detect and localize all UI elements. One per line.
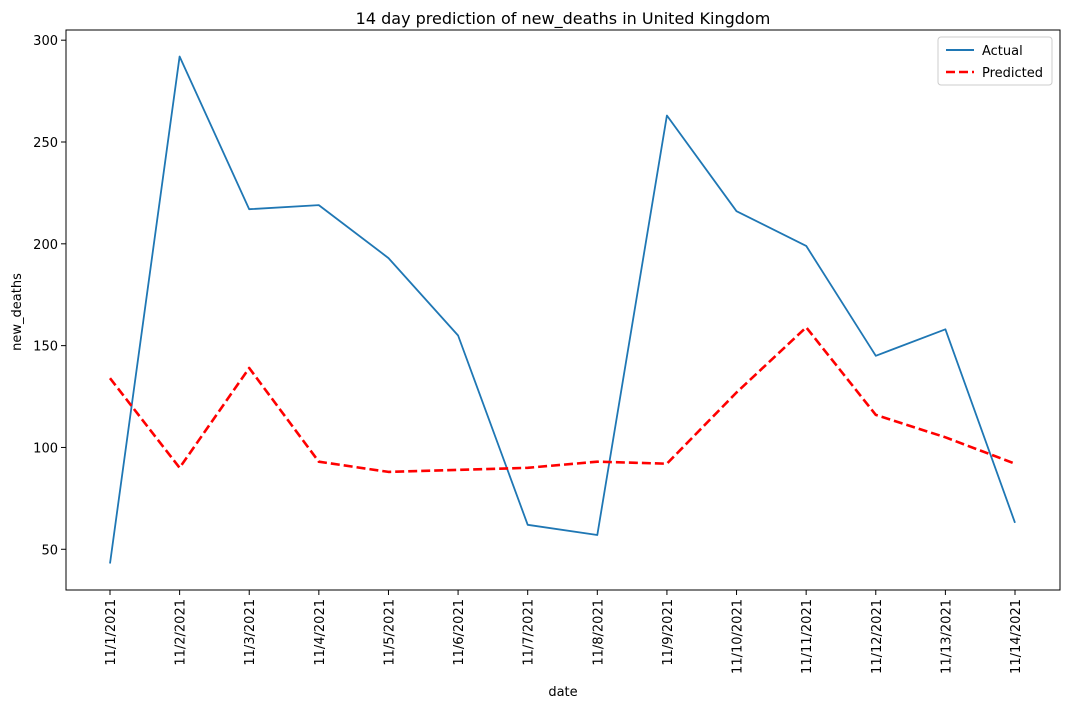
legend-label-actual: Actual <box>982 44 1023 59</box>
series-line-predicted <box>108 325 1016 474</box>
x-tick-label: 11/4/2021 <box>313 599 328 666</box>
y-tick-label: 100 <box>33 441 58 456</box>
x-tick-label: 11/5/2021 <box>382 599 397 666</box>
x-tick-label: 11/2/2021 <box>174 599 189 666</box>
x-axis-label: date <box>548 685 577 700</box>
x-tick-label: 11/6/2021 <box>452 599 467 666</box>
x-tick-label: 11/8/2021 <box>591 599 606 666</box>
x-tick-label: 11/10/2021 <box>731 599 746 674</box>
x-tick-label: 11/3/2021 <box>243 599 258 666</box>
x-tick-label: 11/13/2021 <box>939 599 954 674</box>
x-tick-label: 11/1/2021 <box>104 599 119 666</box>
legend: Actual Predicted <box>937 36 1053 86</box>
x-tick-label: 11/9/2021 <box>661 599 676 666</box>
x-tick-label: 11/11/2021 <box>800 599 815 674</box>
y-tick-label: 300 <box>33 34 58 49</box>
legend-label-predicted: Predicted <box>982 66 1043 81</box>
y-tick-label: 50 <box>41 543 58 558</box>
y-axis: 50 100 150 200 250 300 <box>33 34 66 558</box>
chart-title: 14 day prediction of new_deaths in Unite… <box>356 9 771 29</box>
y-tick-label: 150 <box>33 340 58 355</box>
x-tick-label: 11/14/2021 <box>1009 599 1024 674</box>
x-tick-label: 11/7/2021 <box>522 599 537 666</box>
series-layer <box>108 55 1016 564</box>
y-axis-label: new_deaths <box>10 273 25 351</box>
y-tick-label: 200 <box>33 238 58 253</box>
y-tick-label: 250 <box>33 136 58 151</box>
plot-area-frame <box>65 29 1061 591</box>
x-tick-label: 11/12/2021 <box>870 599 885 674</box>
series-line-actual <box>109 55 1016 564</box>
x-axis: 11/1/2021 11/2/2021 11/3/2021 11/4/2021 11/5… <box>104 590 1024 674</box>
